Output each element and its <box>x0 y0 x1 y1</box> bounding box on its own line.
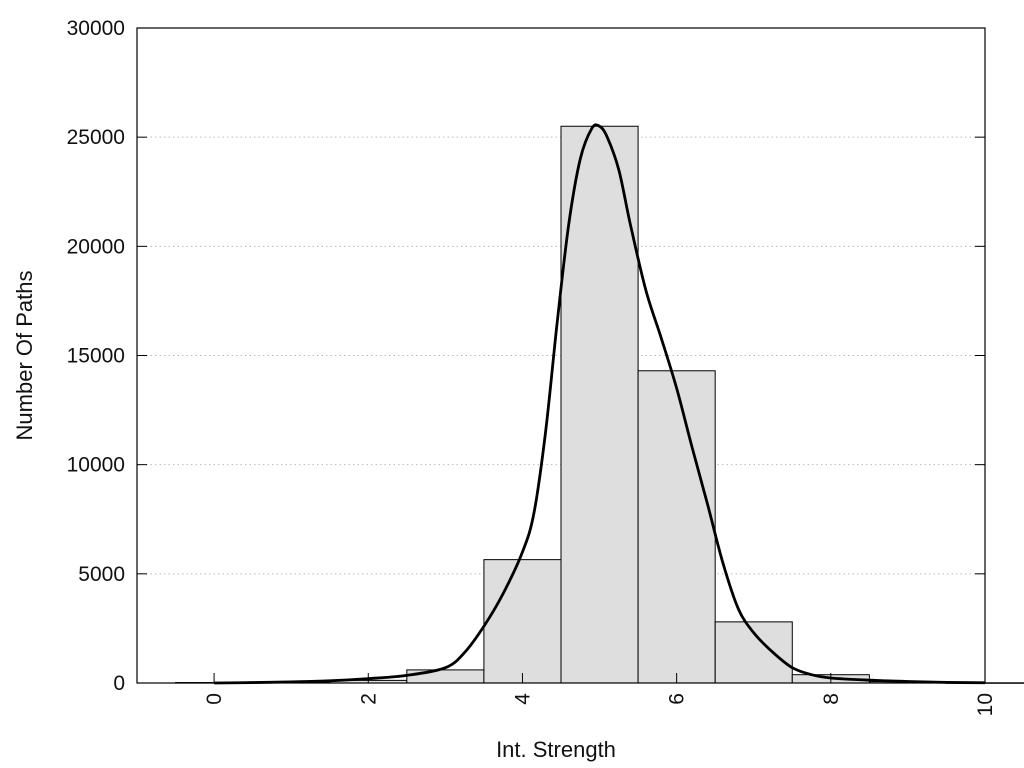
x-tick-label: 2 <box>357 693 380 705</box>
histogram-bar <box>406 669 485 684</box>
y-tick-label: 10000 <box>67 454 125 477</box>
histogram-bar <box>637 370 716 684</box>
x-axis-label: Int. Strength <box>496 737 616 762</box>
x-tick-label: 10 <box>974 693 997 716</box>
y-tick-label: 25000 <box>67 126 125 149</box>
histogram-bar <box>483 559 562 684</box>
x-tick-label: 0 <box>203 693 226 705</box>
y-tick-label: 15000 <box>67 345 125 368</box>
y-axis-label: Number Of Paths <box>12 271 37 441</box>
x-tick-label: 6 <box>666 693 689 705</box>
y-tick-label: 30000 <box>67 17 125 40</box>
y-tick-label: 20000 <box>67 235 125 258</box>
histogram-bars <box>175 125 1024 684</box>
x-axis-ticks: 0 2 4 6 8 10 <box>203 673 997 716</box>
y-tick-label: 5000 <box>78 563 125 586</box>
y-axis-ticks: 0 5000 10000 15000 20000 25000 30000 <box>67 17 985 695</box>
y-tick-label: 0 <box>113 672 125 695</box>
density-curve <box>214 123 986 685</box>
x-tick-label: 4 <box>511 693 534 705</box>
density-curve-group <box>214 123 986 685</box>
x-tick-label: 8 <box>820 693 843 705</box>
